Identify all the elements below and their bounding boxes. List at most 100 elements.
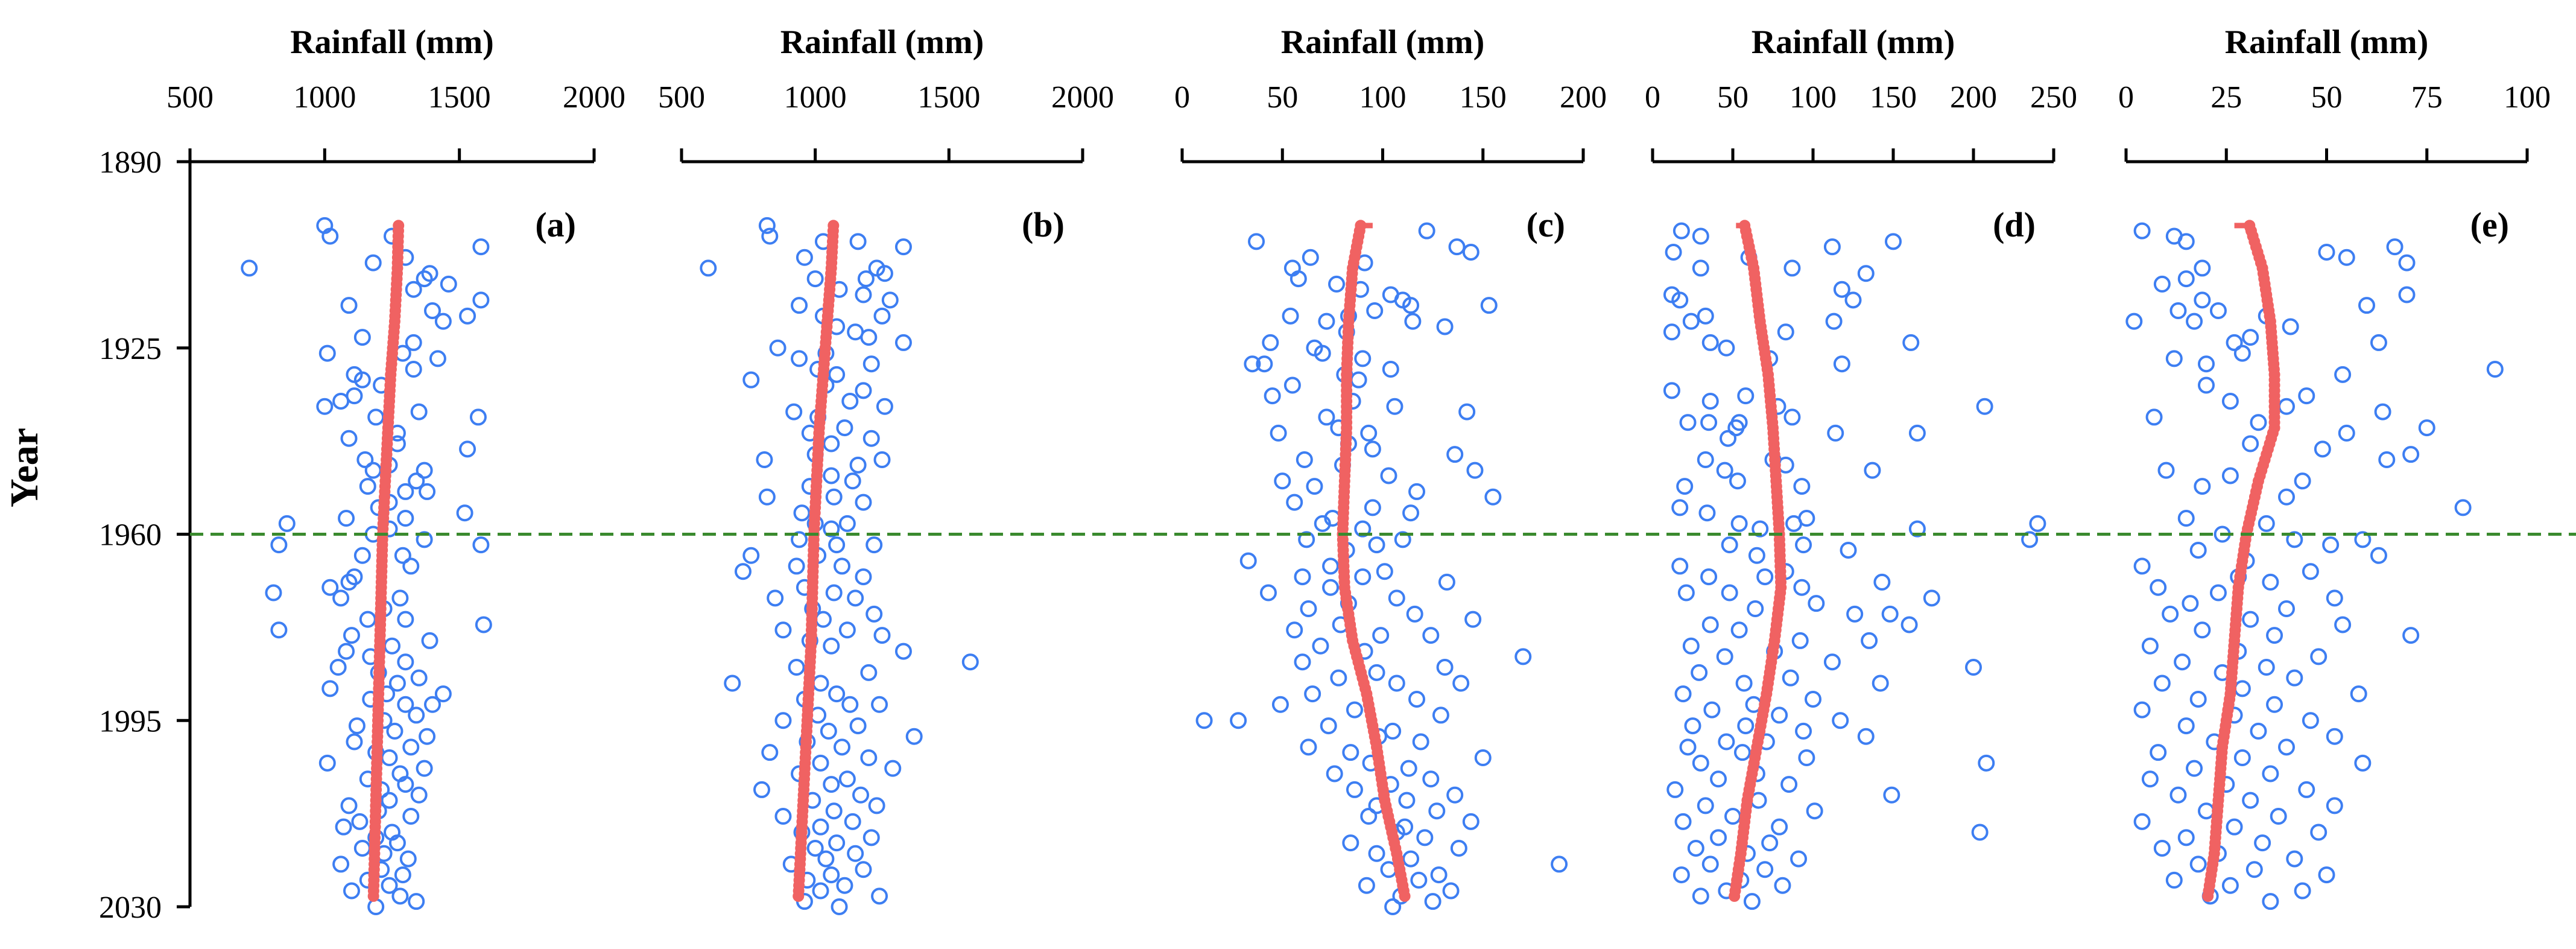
scatter-point xyxy=(1286,494,1303,511)
scatter-point xyxy=(1514,648,1532,665)
scatter-point xyxy=(394,547,411,564)
scatter-point xyxy=(1372,627,1390,644)
scatter-point xyxy=(1388,589,1405,607)
scatter-point xyxy=(1900,616,1918,633)
axis-title: Rainfall (mm) xyxy=(1281,24,1485,61)
x-tick-label: 200 xyxy=(1560,80,1607,115)
scatter-point xyxy=(1380,467,1397,484)
scatter-point xyxy=(1687,839,1704,857)
scatter-point xyxy=(1360,808,1378,825)
scatter-point xyxy=(2254,834,2271,852)
scatter-point xyxy=(1692,259,1709,277)
scatter-point xyxy=(1354,520,1372,538)
scatter-point xyxy=(340,297,358,314)
scatter-point xyxy=(841,392,859,410)
scatter-point xyxy=(1846,605,1864,623)
scatter-point xyxy=(1883,786,1900,804)
scatter-point xyxy=(270,536,288,554)
scatter-point xyxy=(734,563,752,580)
scatter-point xyxy=(876,398,893,415)
scatter-point xyxy=(700,259,717,277)
scatter-point xyxy=(825,584,843,601)
scatter-point xyxy=(2165,350,2183,367)
scatter-point xyxy=(834,557,850,575)
scatter-point xyxy=(386,722,403,740)
scatter-point xyxy=(397,510,414,527)
scatter-point xyxy=(1466,462,1484,479)
x-tick-label: 0 xyxy=(1645,80,1660,115)
x-tick-label: 1000 xyxy=(784,80,847,115)
scatter-point xyxy=(340,430,358,447)
scatter-point xyxy=(1350,371,1367,389)
scatter-point xyxy=(1701,334,1719,351)
scatter-point xyxy=(2153,839,2171,857)
scatter-point xyxy=(2029,515,2046,532)
scatter-point xyxy=(1314,515,1331,532)
scatter-point xyxy=(1795,536,1812,554)
scatter-point xyxy=(1730,621,1748,639)
scatter-point xyxy=(419,483,436,500)
x-tick-label: 0 xyxy=(1174,80,1190,115)
x-tick-label: 200 xyxy=(1950,80,1997,115)
scatter-point xyxy=(2209,584,2227,601)
scatter-point xyxy=(2374,403,2391,421)
scatter-point xyxy=(2194,291,2211,309)
scatter-point xyxy=(388,674,406,692)
scatter-point xyxy=(397,776,414,793)
scatter-point xyxy=(823,520,840,538)
scatter-point xyxy=(847,845,864,862)
scatter-point xyxy=(1358,877,1375,894)
scatter-point xyxy=(894,334,912,351)
scatter-point xyxy=(2250,414,2267,431)
scatter-point xyxy=(1780,776,1798,793)
scatter-point xyxy=(1783,408,1801,426)
scatter-point xyxy=(1720,430,1737,447)
scatter-point xyxy=(421,632,438,649)
x-tick-label: 1500 xyxy=(917,80,980,115)
x-tick-label: 100 xyxy=(1790,80,1837,115)
scatter-point xyxy=(1416,829,1434,846)
scatter-point xyxy=(1700,568,1718,586)
scatter-point xyxy=(469,408,487,426)
scatter-point xyxy=(1408,483,1426,500)
scatter-point xyxy=(1366,302,1384,319)
scatter-point xyxy=(1761,834,1779,852)
scatter-point xyxy=(1270,424,1287,442)
scatter-point xyxy=(812,818,829,836)
scatter-point xyxy=(1682,637,1700,655)
scatter-point xyxy=(828,366,846,383)
trend-point xyxy=(793,890,805,902)
scatter-point xyxy=(2165,871,2183,889)
scatter-point xyxy=(1666,781,1684,798)
scatter-point xyxy=(1318,313,1335,330)
scatter-point xyxy=(421,265,438,282)
x-tick-label: 2000 xyxy=(1051,80,1114,115)
scatter-point xyxy=(1306,478,1323,495)
scatter-point xyxy=(1747,600,1764,617)
scatter-point xyxy=(367,898,385,915)
scatter-point xyxy=(1408,690,1426,708)
scatter-point xyxy=(1791,632,1809,649)
x-tick-label: 2000 xyxy=(563,80,625,115)
scatter-point xyxy=(1716,462,1733,479)
scatter-point xyxy=(2226,818,2243,836)
scatter-point xyxy=(1790,850,1808,868)
scatter-point xyxy=(791,350,808,367)
scatter-point xyxy=(857,270,875,288)
scatter-point xyxy=(402,557,420,575)
scatter-point xyxy=(2189,690,2207,708)
scatter-point xyxy=(2198,802,2215,820)
scatter-point xyxy=(1394,531,1411,548)
scatter-point xyxy=(429,350,446,367)
scatter-point xyxy=(1406,605,1423,623)
scatter-point xyxy=(753,781,770,798)
scatter-point xyxy=(873,307,891,325)
scatter-point xyxy=(838,621,856,639)
scatter-point xyxy=(1446,446,1464,463)
y-tick-label: 1995 xyxy=(99,704,162,738)
scatter-point xyxy=(397,653,414,671)
trend-series xyxy=(2202,220,2280,902)
scatter-point xyxy=(1462,243,1479,261)
scatter-point xyxy=(1436,659,1454,676)
scatter-point xyxy=(1671,557,1689,575)
